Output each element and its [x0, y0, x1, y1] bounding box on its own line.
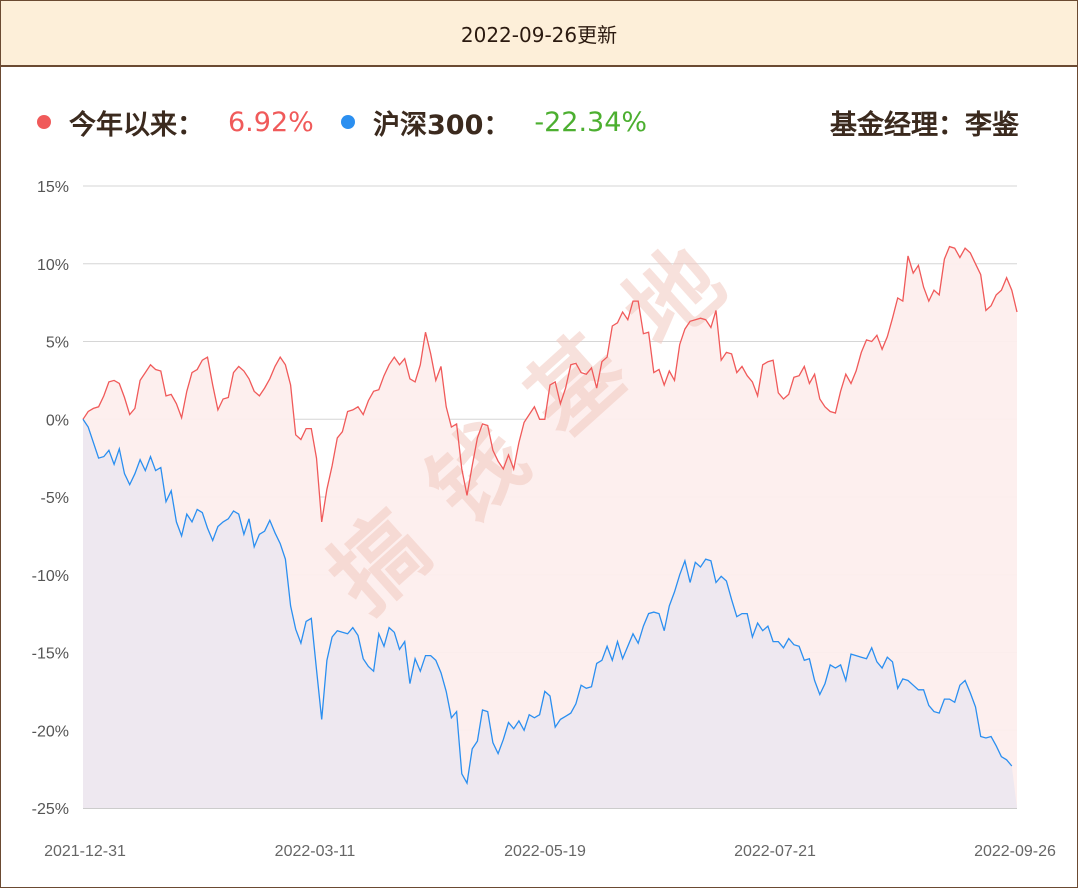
y-tick-label: -10% [32, 568, 69, 585]
fund-ytd-value: 6.92% [228, 106, 314, 138]
y-tick-label: -20% [32, 723, 69, 740]
update-date-banner: 2022-09-26更新 [1, 1, 1077, 67]
x-tick-label: 2021-12-31 [44, 843, 126, 860]
index-ytd-value: -22.34% [534, 106, 648, 138]
legend-bar: 今年以来： 6.92% 沪深300： -22.34% 基金经理：李鉴 [1, 99, 1077, 145]
y-tick-label: 15% [37, 179, 69, 196]
y-tick-label: -5% [41, 490, 69, 507]
x-tick-label: 2022-03-11 [275, 843, 356, 860]
y-tick-label: 5% [46, 335, 69, 352]
index-legend-dot-icon [341, 115, 355, 129]
legend-index: 沪深300： -22.34% [341, 99, 647, 145]
x-tick-label: 2022-07-21 [734, 843, 816, 860]
fund-legend-label: 今年以来： [69, 109, 204, 141]
x-tick-label: 2022-05-19 [504, 843, 586, 860]
update-date-text: 2022-09-26更新 [460, 22, 618, 47]
fund-manager: 基金经理：李鉴 [830, 99, 1019, 145]
legend-fund: 今年以来： 6.92% [37, 99, 314, 145]
y-tick-label: -25% [32, 801, 69, 818]
x-tick-label: 2022-09-26 [974, 843, 1056, 860]
y-tick-label: -15% [32, 646, 69, 663]
index-legend-label: 沪深300： [373, 109, 511, 141]
fund-manager-text: 基金经理：李鉴 [830, 109, 1019, 141]
fund-legend-dot-icon [37, 115, 51, 129]
y-tick-label: 0% [46, 412, 69, 429]
index-series-area [83, 419, 1017, 808]
y-tick-label: 10% [37, 257, 69, 274]
index-series-line [82, 418, 1013, 786]
fund-series-line [82, 245, 1018, 523]
